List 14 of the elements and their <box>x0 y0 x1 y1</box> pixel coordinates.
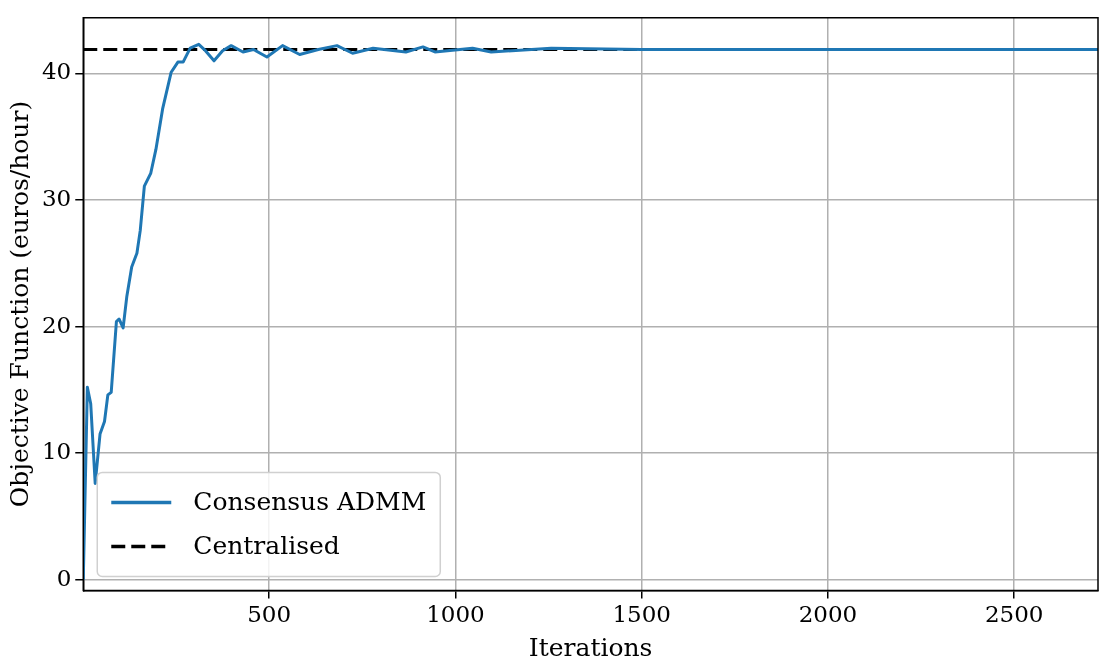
x-tick-label: 2500 <box>984 601 1044 628</box>
x-tick-label: 500 <box>247 601 292 628</box>
y-tick-label: 0 <box>56 564 72 591</box>
x-tick-label: 1500 <box>612 601 671 628</box>
legend-label: Consensus ADMM <box>193 486 427 516</box>
y-axis-title: Objective Function (euros/hour) <box>4 100 34 508</box>
y-tick-label: 20 <box>41 311 72 338</box>
x-tick-label: 2000 <box>798 601 858 628</box>
x-tick-label: 1000 <box>426 601 485 628</box>
y-tick-label: 30 <box>41 184 72 211</box>
legend-label: Centralised <box>193 530 340 560</box>
y-tick-label: 40 <box>41 58 72 85</box>
y-tick-label: 10 <box>41 438 72 465</box>
x-axis-title: Iterations <box>528 632 653 662</box>
